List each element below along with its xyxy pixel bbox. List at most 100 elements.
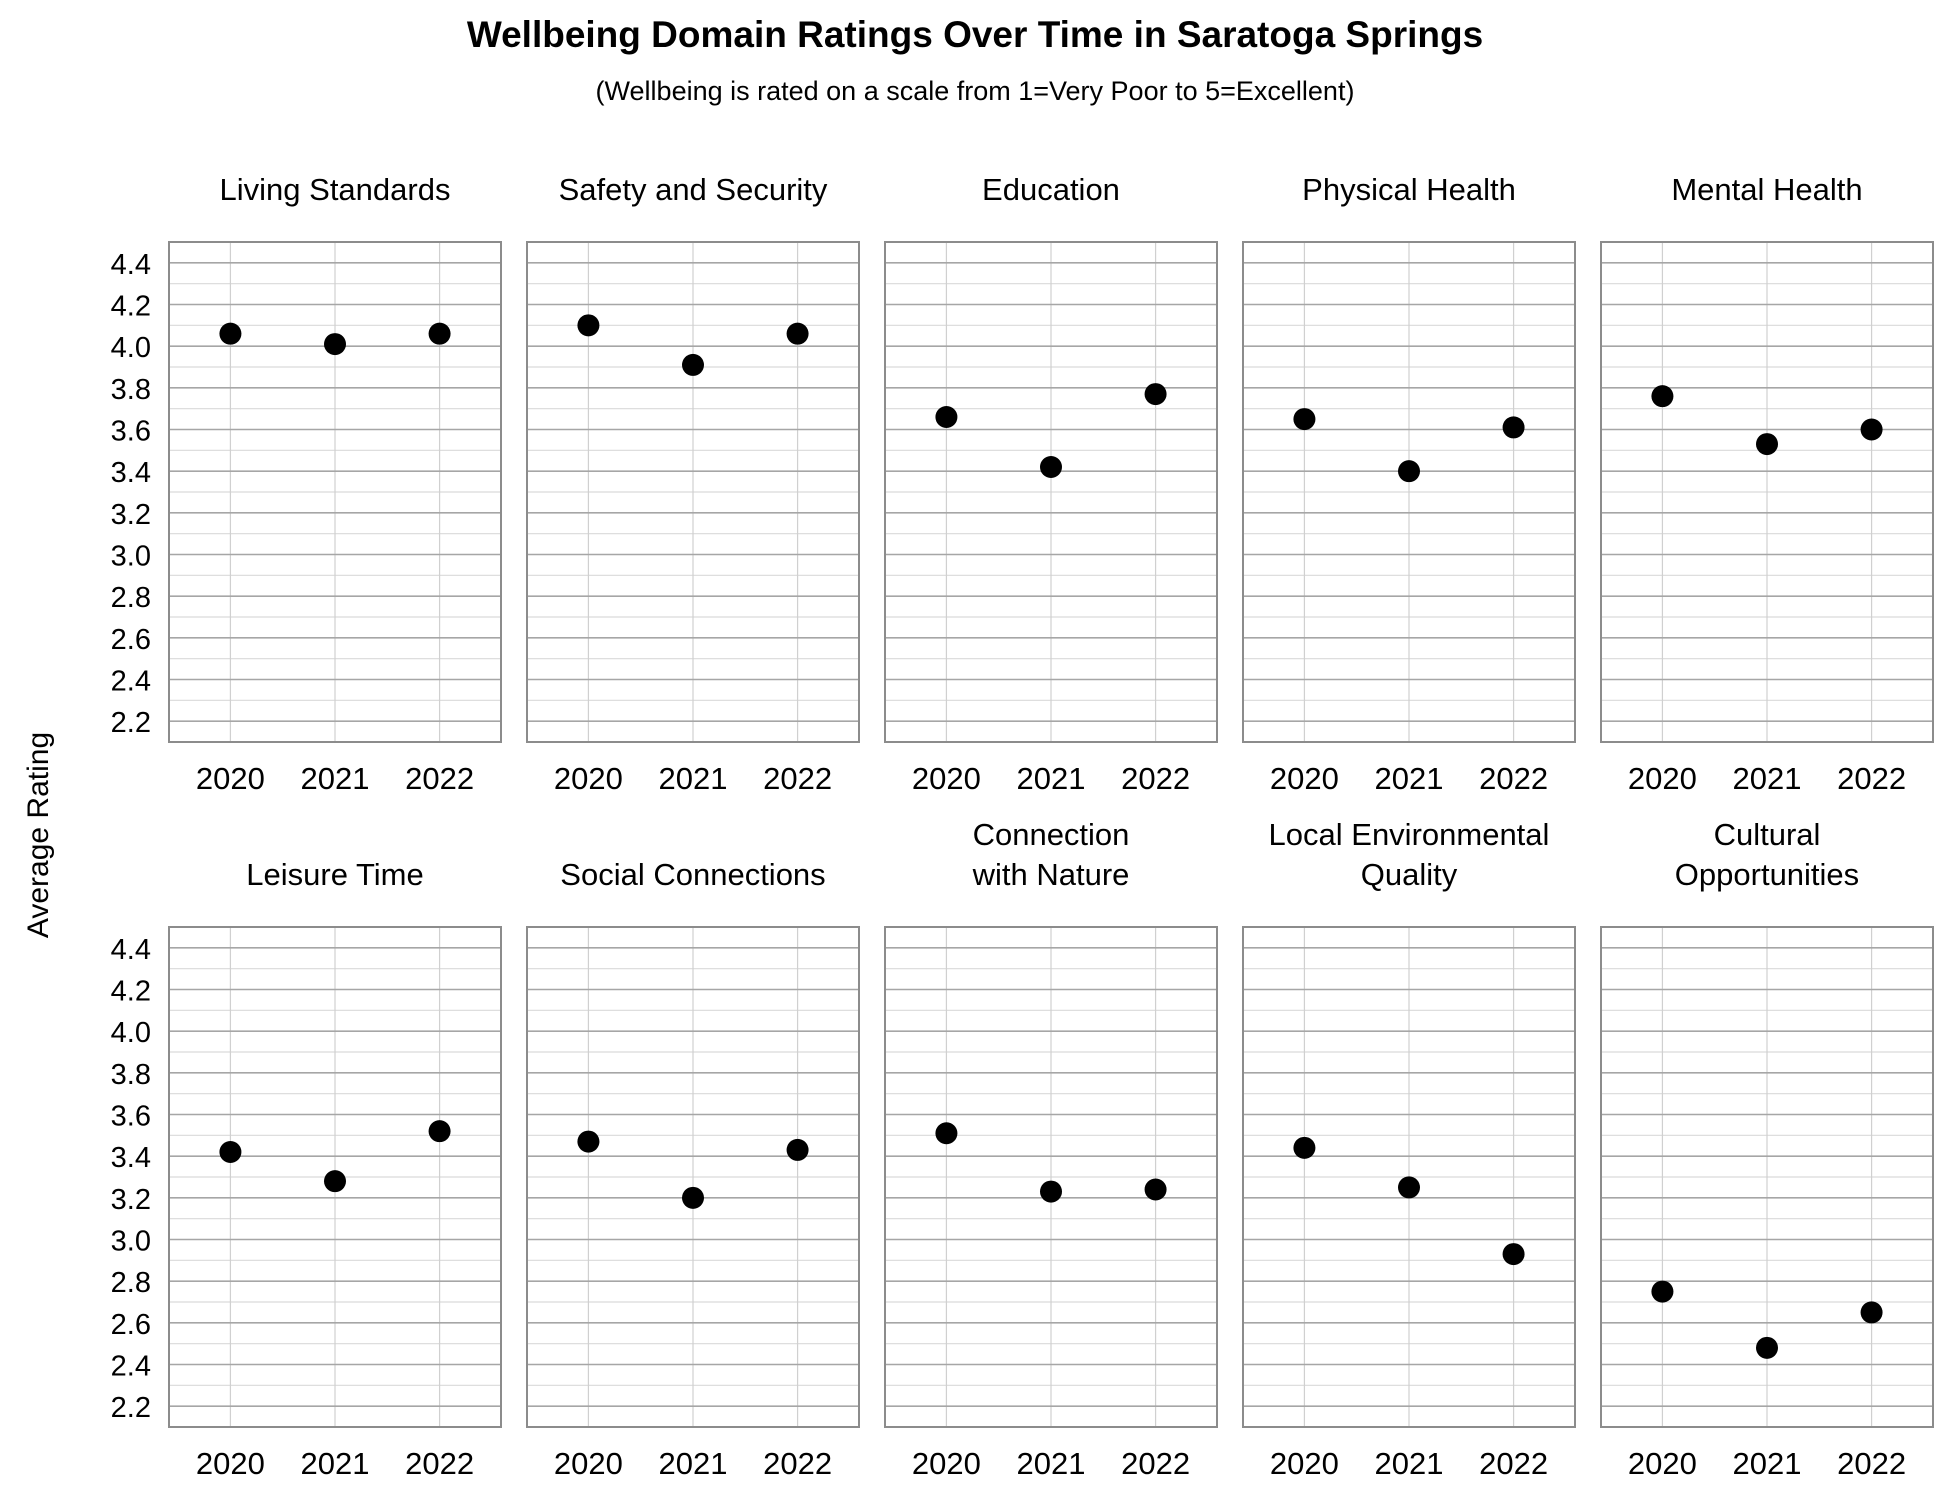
x-tick-label: 2021: [659, 1446, 728, 1481]
x-tick-label: 2022: [1479, 761, 1548, 796]
panel-title: Cultural: [1714, 817, 1821, 852]
y-axis-label: Average Rating: [22, 732, 55, 938]
x-tick-label: 2021: [1733, 1446, 1802, 1481]
panel-frame: [168, 926, 502, 1428]
data-point: [1502, 1243, 1525, 1266]
x-tick-label: 2022: [1121, 761, 1190, 796]
data-point: [935, 1122, 958, 1145]
panel-frame: [1242, 241, 1576, 743]
y-tick-label: 2.6: [111, 1309, 151, 1341]
panel-frame: [1600, 241, 1934, 743]
data-point: [786, 1138, 809, 1161]
data-point: [1651, 385, 1674, 408]
data-point: [1293, 408, 1316, 431]
panel-frame: [884, 926, 1218, 1428]
data-point: [1398, 1176, 1420, 1199]
y-tick-label: 2.4: [111, 666, 151, 698]
y-tick-label: 4.2: [111, 976, 151, 1008]
x-tick-label: 2022: [763, 761, 832, 796]
data-point: [577, 314, 600, 337]
data-point: [1144, 383, 1167, 406]
y-tick-label: 4.0: [111, 332, 151, 364]
panel-title: with Nature: [972, 857, 1130, 892]
panel-frame: [526, 926, 860, 1428]
x-tick-label: 2020: [912, 761, 981, 796]
data-point: [1860, 418, 1883, 441]
x-tick-label: 2020: [1628, 1446, 1697, 1481]
y-tick-label: 3.4: [111, 457, 151, 489]
data-point: [1756, 433, 1778, 456]
y-tick-label: 3.2: [111, 1184, 151, 1216]
x-tick-label: 2022: [1479, 1446, 1548, 1481]
panel-title: Opportunities: [1675, 857, 1859, 892]
x-tick-label: 2020: [1270, 761, 1339, 796]
x-tick-label: 2020: [196, 761, 265, 796]
y-tick-label: 3.0: [111, 1226, 151, 1258]
x-tick-label: 2020: [554, 1446, 623, 1481]
y-tick-label: 3.8: [111, 1059, 151, 1091]
y-tick-label: 2.2: [111, 1392, 151, 1424]
data-point: [1502, 416, 1525, 439]
x-tick-label: 2021: [301, 1446, 370, 1481]
x-tick-label: 2021: [1375, 1446, 1444, 1481]
panel-frame: [1600, 926, 1934, 1428]
data-point: [1040, 456, 1062, 478]
y-tick-label: 4.4: [111, 934, 151, 966]
x-tick-label: 2020: [912, 1446, 981, 1481]
x-tick-label: 2021: [1375, 761, 1444, 796]
data-point: [324, 333, 346, 356]
y-tick-label: 4.4: [111, 249, 151, 281]
panel-title: Social Connections: [560, 857, 825, 892]
panel-title: Living Standards: [220, 172, 451, 207]
x-tick-label: 2022: [1121, 1446, 1190, 1481]
panel-title: Local Environmental: [1269, 817, 1550, 852]
data-point: [1398, 460, 1420, 483]
data-point: [324, 1170, 346, 1193]
panel-title: Quality: [1361, 857, 1458, 892]
y-tick-label: 3.6: [111, 1101, 151, 1133]
x-tick-label: 2020: [196, 1446, 265, 1481]
y-tick-label: 4.0: [111, 1017, 151, 1049]
y-tick-label: 3.4: [111, 1142, 151, 1174]
data-point: [786, 322, 809, 345]
data-point: [682, 1186, 704, 1209]
x-tick-label: 2020: [554, 761, 623, 796]
x-tick-label: 2020: [1628, 761, 1697, 796]
data-point: [428, 1120, 451, 1143]
x-tick-label: 2021: [659, 761, 728, 796]
y-tick-label: 3.8: [111, 374, 151, 406]
data-point: [1651, 1280, 1674, 1303]
y-tick-label: 2.2: [111, 707, 151, 739]
y-tick-label: 2.6: [111, 624, 151, 656]
chart-title: Wellbeing Domain Ratings Over Time in Sa…: [466, 14, 1484, 55]
y-tick-label: 3.0: [111, 541, 151, 573]
y-tick-label: 3.2: [111, 499, 151, 531]
panel-title: Connection: [973, 817, 1130, 852]
y-tick-label: 2.4: [111, 1351, 151, 1383]
data-point: [935, 406, 958, 428]
x-tick-label: 2021: [1017, 1446, 1086, 1481]
panel-title: Physical Health: [1302, 172, 1516, 207]
x-tick-label: 2022: [763, 1446, 832, 1481]
panel-title: Education: [982, 172, 1120, 207]
data-point: [219, 322, 242, 345]
panel-frame: [168, 241, 502, 743]
y-tick-label: 2.8: [111, 582, 151, 614]
data-point: [1293, 1136, 1316, 1159]
x-tick-label: 2022: [1837, 761, 1906, 796]
data-point: [1040, 1180, 1062, 1203]
data-point: [1144, 1178, 1167, 1201]
data-point: [682, 353, 704, 376]
panel-frame: [1242, 926, 1576, 1428]
y-tick-label: 2.8: [111, 1267, 151, 1299]
panel-title: Safety and Security: [559, 172, 828, 207]
panel-title: Mental Health: [1671, 172, 1862, 207]
x-tick-label: 2021: [301, 761, 370, 796]
data-point: [1756, 1336, 1778, 1359]
data-point: [1860, 1301, 1883, 1324]
x-tick-label: 2022: [405, 761, 474, 796]
data-point: [428, 322, 451, 345]
x-tick-label: 2022: [405, 1446, 474, 1481]
panel-frame: [884, 241, 1218, 743]
